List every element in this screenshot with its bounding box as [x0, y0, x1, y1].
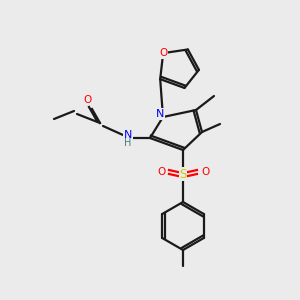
Text: O: O: [83, 95, 91, 105]
Text: H: H: [124, 138, 132, 148]
Text: O: O: [157, 167, 165, 177]
Text: N: N: [124, 130, 132, 140]
Text: N: N: [156, 109, 164, 119]
Text: S: S: [179, 167, 187, 181]
Text: O: O: [201, 167, 209, 177]
Text: O: O: [159, 48, 167, 58]
